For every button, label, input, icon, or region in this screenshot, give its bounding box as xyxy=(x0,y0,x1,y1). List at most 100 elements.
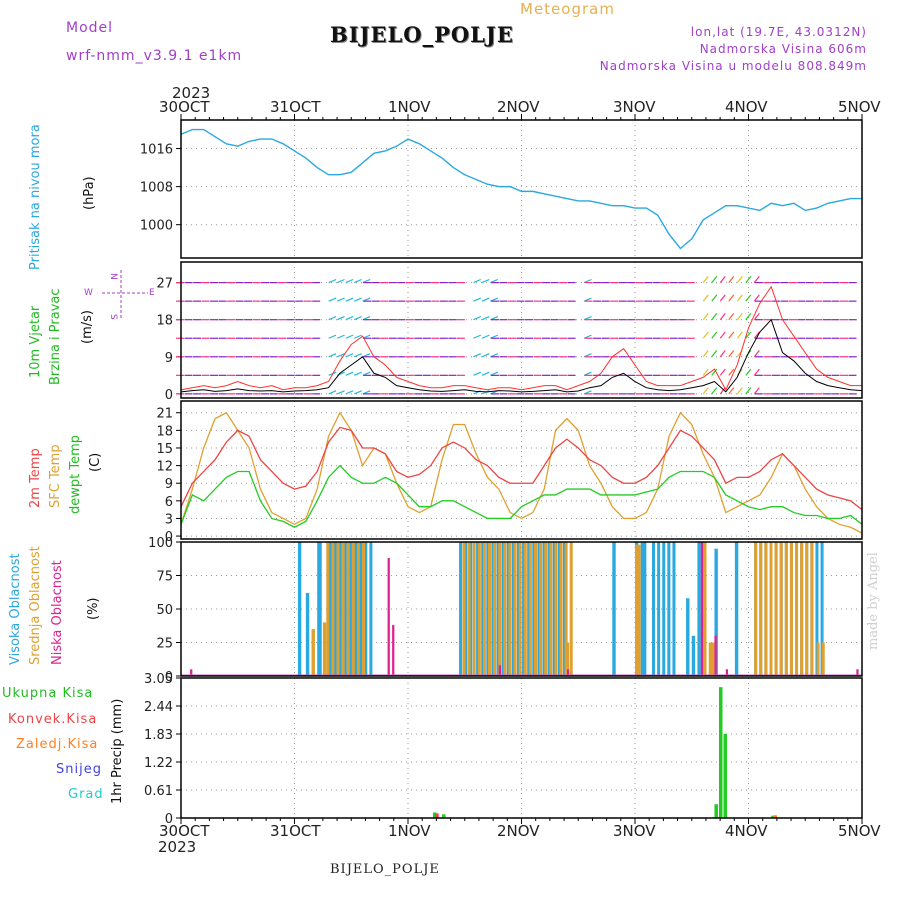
cloud-bar-visoka-oblacnost xyxy=(562,542,566,676)
y-tick-label: 50 xyxy=(156,603,173,618)
wind-arrow xyxy=(719,387,726,395)
cloud-bar-srednja-oblacnost xyxy=(554,542,558,676)
wind-arrow xyxy=(719,331,726,339)
wind-arrow xyxy=(473,353,482,358)
cloud-bar-srednja-oblacnost xyxy=(331,542,335,676)
wind-arrow xyxy=(745,368,752,376)
wind-arrow xyxy=(728,313,735,321)
bottom-date-label-1: 31OCT xyxy=(270,822,321,840)
cloud-bar-srednja-oblacnost xyxy=(759,542,763,676)
cloud-bar-visoka-oblacnost xyxy=(652,542,656,676)
cloud-bar-visoka-oblacnost xyxy=(686,598,690,676)
cloud-bar-visoka-oblacnost xyxy=(317,542,322,676)
cloud-bar-srednja-oblacnost xyxy=(523,542,527,676)
bottom-date-label-5: 4NOV xyxy=(725,822,768,840)
wind-arrow xyxy=(702,294,709,302)
cloud-bar-visoka-oblacnost xyxy=(511,542,515,676)
wind-arrow xyxy=(719,313,726,321)
wind-arrow xyxy=(336,334,345,339)
top-date-label-3: 2NOV xyxy=(497,98,540,116)
wind-arrow xyxy=(719,275,726,283)
y-tick-label: 75 xyxy=(156,570,173,585)
cloud-bar-visoka-oblacnost xyxy=(496,542,500,676)
cloud-bar-srednja-oblacnost xyxy=(564,542,568,676)
cloud-bar-srednja-oblacnost xyxy=(800,542,804,676)
y-tick-label: 25 xyxy=(156,637,173,652)
wind-arrow xyxy=(753,294,760,302)
cloud-bar-visoka-oblacnost xyxy=(469,542,473,676)
y-tick-label: 1.83 xyxy=(144,728,173,743)
precip-bar xyxy=(435,813,439,818)
cloud-bar-visoka-oblacnost xyxy=(464,542,468,676)
bottom-date-label-4: 3NOV xyxy=(613,822,656,840)
cloud-bar-srednja-oblacnost xyxy=(784,542,788,676)
cloud-bar-visoka-oblacnost xyxy=(522,542,526,676)
wind-arrow xyxy=(481,371,490,376)
wind-arrow xyxy=(753,387,760,395)
panel-frame-2 xyxy=(180,400,863,540)
station-title: BIJELO_POLJE xyxy=(330,22,514,47)
precip-bar xyxy=(432,812,437,818)
wind-arrow xyxy=(702,313,709,321)
wind-arrow xyxy=(728,387,735,395)
wind-arrow xyxy=(702,275,709,283)
bottom-year-label: 2023 xyxy=(158,838,197,856)
cloud-bar-srednja-oblacnost xyxy=(472,542,476,676)
wind-arrow xyxy=(745,331,752,339)
wind-arrow xyxy=(745,294,752,302)
precip-bar xyxy=(723,734,728,818)
wind-arrow xyxy=(745,387,752,395)
meteogram-title: Meteogram xyxy=(520,0,615,18)
wind-arrow xyxy=(728,368,735,376)
wind-arrow xyxy=(736,313,743,321)
footer-station-label: BIJELO_POLJE xyxy=(330,862,440,877)
cloud-bar-visoka-oblacnost xyxy=(501,542,505,676)
cloud-bar-visoka-oblacnost xyxy=(305,592,310,676)
cloud-bar-visoka-oblacnost xyxy=(662,542,666,676)
cloud-bar-niska-oblacnost xyxy=(190,669,193,676)
wind-arrow xyxy=(328,390,337,395)
wind-arrow xyxy=(753,368,760,376)
top-date-label-6: 5NOV xyxy=(838,98,881,116)
cloud-bar-srednja-oblacnost xyxy=(488,542,492,676)
precip-bar xyxy=(771,815,775,818)
wind-arrow xyxy=(753,275,760,283)
cloud-bar-srednja-oblacnost xyxy=(810,542,814,676)
wind-arrow xyxy=(345,334,354,339)
y-tick-label: 0 xyxy=(165,388,173,403)
cloud-bar-srednja-oblacnost xyxy=(769,542,773,676)
cloud-bar-srednja-oblacnost xyxy=(821,642,825,676)
wind-arrow xyxy=(719,368,726,376)
cloud-bar-srednja-oblacnost xyxy=(311,629,315,676)
cloud-bar-srednja-oblacnost xyxy=(346,542,350,676)
cloud-bar-srednja-oblacnost xyxy=(789,542,793,676)
cloud-bar-niska-oblacnost xyxy=(856,669,859,676)
model-name: wrf-nmm_v3.9.1 e1km xyxy=(66,48,243,64)
y-tick-label: 9 xyxy=(165,477,173,492)
cloud-bar-srednja-oblacnost xyxy=(508,542,512,676)
precip-bar xyxy=(773,815,777,818)
cloud-bar-visoka-oblacnost xyxy=(547,542,551,676)
cloud-bar-srednja-oblacnost xyxy=(503,542,507,676)
wind-arrow xyxy=(345,297,354,302)
altitude-info: Nadmorska Visina 606m xyxy=(699,42,867,56)
wind-arrow xyxy=(753,313,760,321)
wind-arrow xyxy=(753,331,760,339)
panel-frame-1 xyxy=(180,261,863,399)
top-date-label-2: 1NOV xyxy=(388,98,431,116)
cloud-bar-srednja-oblacnost xyxy=(544,542,548,676)
wind-arrow xyxy=(702,387,709,395)
wind-arrow xyxy=(328,334,337,339)
wind-arrow xyxy=(711,275,718,283)
y-tick-label: 9 xyxy=(165,351,173,366)
wind-arrow xyxy=(711,294,718,302)
wind-arrow xyxy=(481,278,490,284)
wind-arrow xyxy=(354,316,362,321)
cloud-bar-visoka-oblacnost xyxy=(640,542,647,676)
wind-arrow xyxy=(336,316,345,321)
y-tick-label: 12 xyxy=(156,460,173,475)
pressure-line xyxy=(180,128,862,250)
wind-arrow xyxy=(702,331,709,339)
wind-arrow xyxy=(745,275,752,283)
